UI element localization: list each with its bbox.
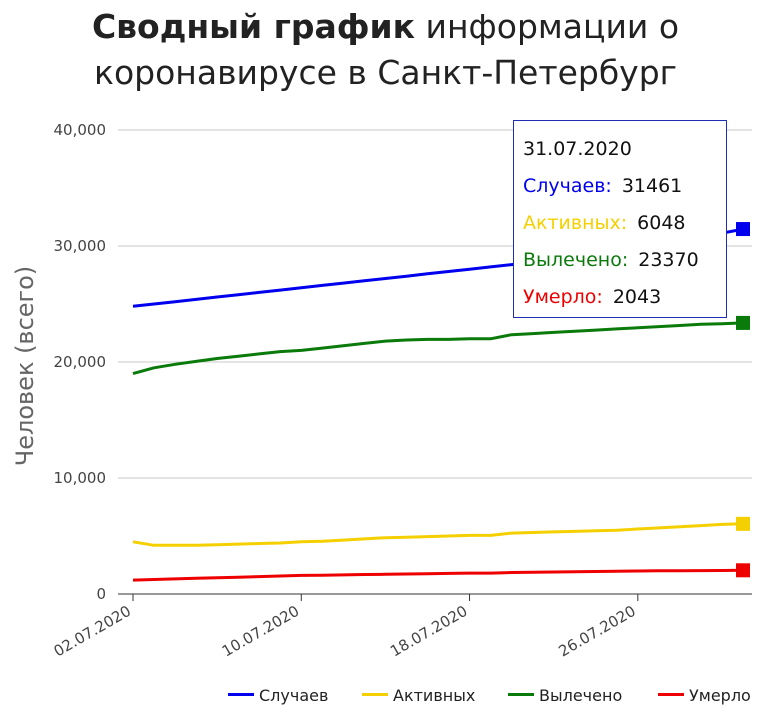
series-line [132,321,744,376]
legend-item-cases[interactable]: Случаев [228,684,328,708]
legend-swatch [228,693,254,696]
chart-title-line2: коронавирусе в Санкт-Петербург [94,53,677,92]
tooltip-label: Случаев: [523,175,612,197]
series-end-marker [736,516,750,531]
series-line [132,522,744,547]
tooltip-value: 6048 [637,212,686,234]
tooltip-row-deaths: Умерло: 2043 [523,279,726,316]
legend-item-deaths[interactable]: Умерло [658,684,751,708]
x-tick-label: 18.07.2020 [387,602,470,661]
series-end-marker [736,315,750,330]
y-tick-label: 30,000 [54,237,107,255]
chart-title-bold: Сводный график [91,7,416,46]
series-end-marker [736,563,750,578]
x-tick-label: 26.07.2020 [555,602,638,661]
tooltip-label: Умерло: [523,286,603,308]
tooltip-value: 2043 [612,286,662,308]
tooltip-date: 31.07.2020 [523,138,632,160]
x-axis: 02.07.2020 10.07.2020 18.07.2020 26.07.2020 [51,594,639,660]
y-tick-label: 40,000 [54,121,107,139]
y-tick-label: 20,000 [54,353,107,371]
legend-label: Умерло [689,686,751,705]
legend-swatch [508,693,534,696]
legend-item-recovered[interactable]: Вылечено [508,684,622,708]
chart-title-line1: Сводный график информации о [0,4,771,50]
y-axis-label: Человек (всего) [11,266,39,466]
legend-swatch [658,693,684,696]
chart-title-rest: информации о [425,7,680,46]
y-tick-label: 0 [96,585,106,603]
legend-item-active[interactable]: Активных [362,684,475,708]
hover-tooltip: 31.07.2020 Случаев: 31461 Активных: 6048 В… [513,120,727,318]
y-axis: 0 10,000 20,000 30,000 40,000 [54,121,107,603]
tooltip-row-recovered: Вылечено: 23370 [523,242,726,279]
y-tick-label: 10,000 [54,469,107,487]
tooltip-label: Активных: [523,212,628,234]
tooltip-label: Вылечено: [523,249,629,271]
x-tick-label: 10.07.2020 [219,602,302,661]
tooltip-row-cases: Случаев: 31461 [523,168,726,205]
tooltip-row-active: Активных: 6048 [523,205,726,242]
chart-title: Сводный график информации о коронавирусе… [0,4,771,96]
legend-label: Активных [393,686,476,705]
legend-label: Вылечено [539,686,623,705]
chart-legend: Случаев Активных Вылечено Умерло [228,684,771,708]
series-end-marker [736,222,750,237]
series-markers [736,222,750,578]
legend-swatch [362,693,388,696]
tooltip-value: 23370 [638,249,699,271]
series-line [132,568,744,582]
tooltip-value: 31461 [621,175,683,197]
legend-label: Случаев [259,686,329,705]
x-tick-label: 02.07.2020 [51,602,134,661]
